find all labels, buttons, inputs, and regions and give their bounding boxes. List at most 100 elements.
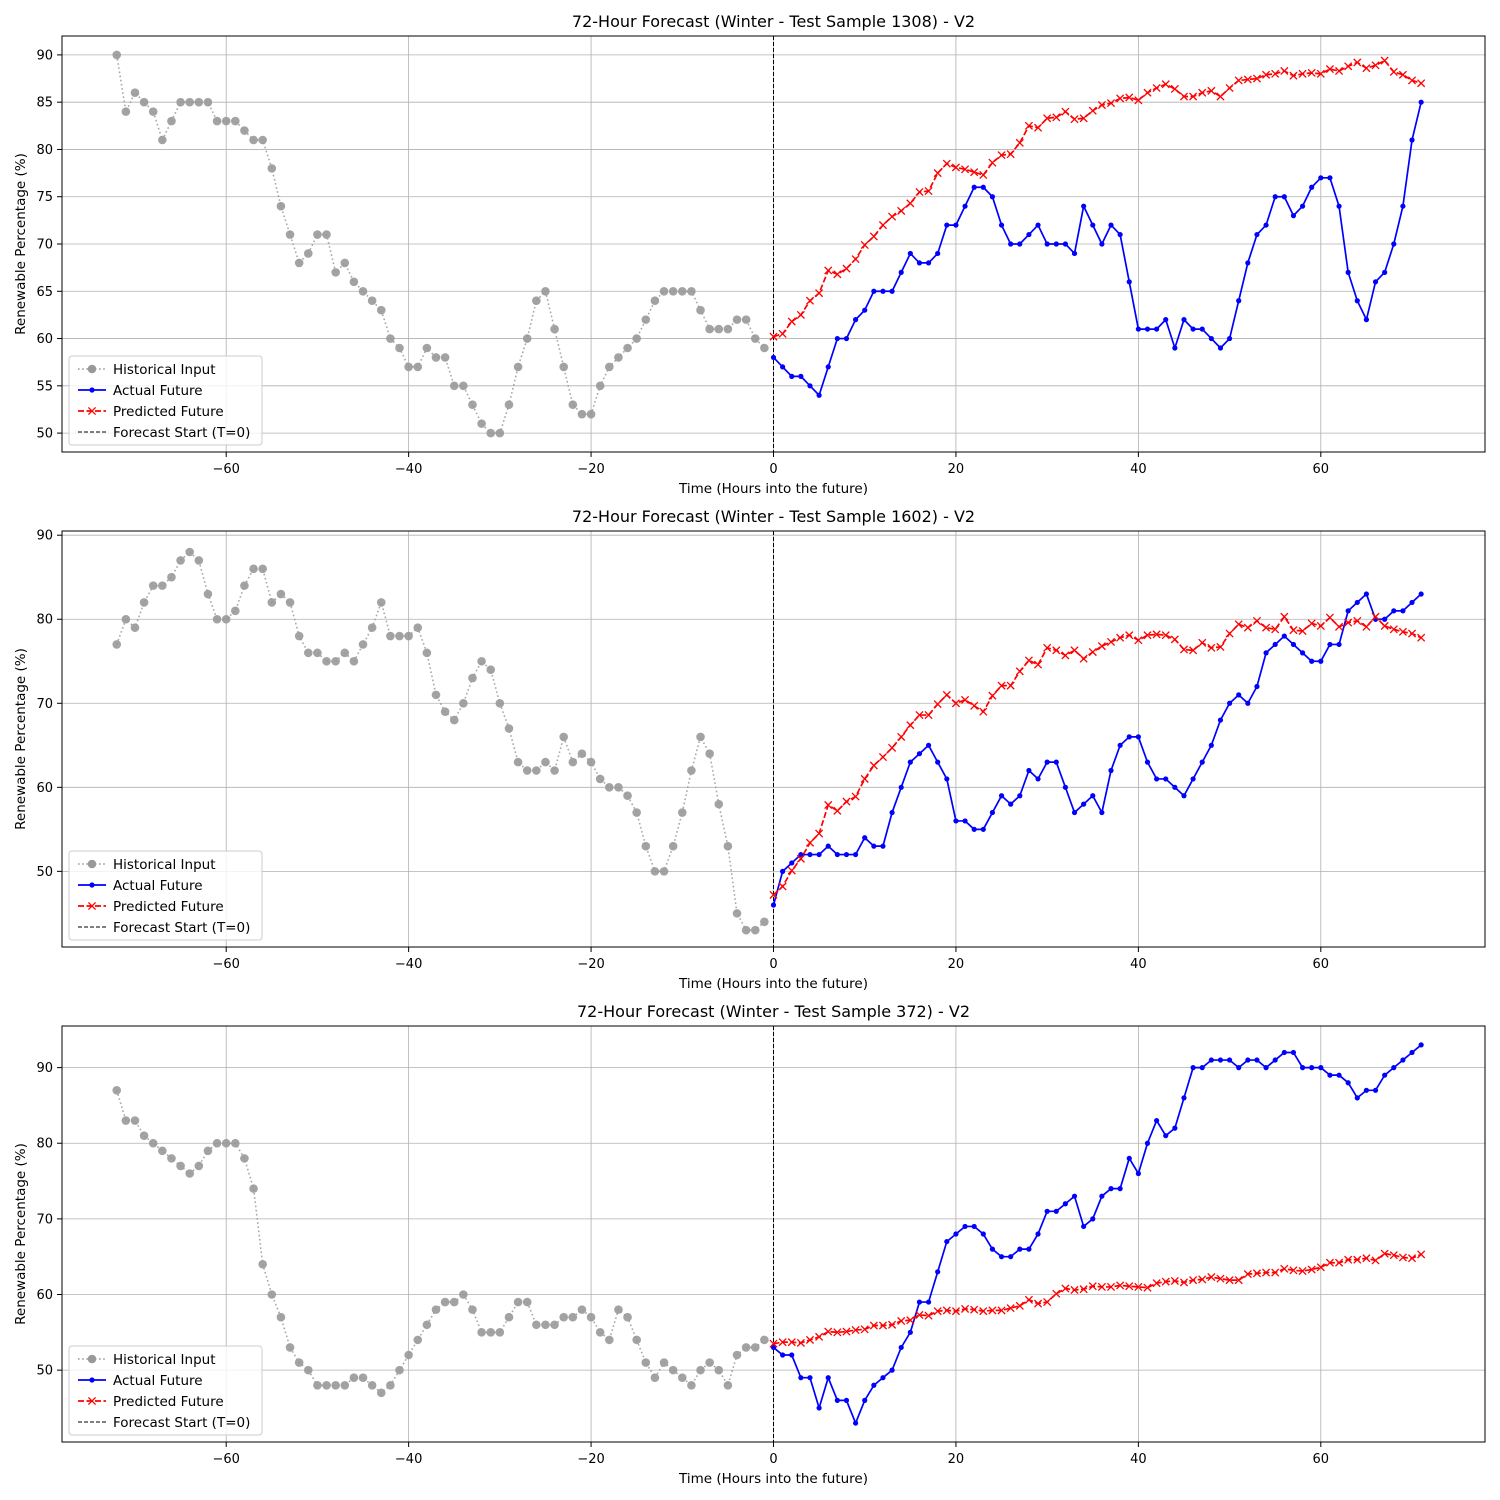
data-point-historical	[650, 1373, 660, 1383]
data-point-predicted	[1243, 75, 1252, 84]
series-historical	[112, 50, 769, 438]
data-point-predicted	[1362, 64, 1371, 73]
data-point-actual	[1299, 650, 1306, 656]
data-point-actual	[1090, 793, 1096, 799]
data-point-predicted	[1134, 96, 1143, 105]
data-point-historical	[139, 598, 149, 607]
data-point-actual	[862, 1397, 868, 1403]
data-point-historical	[340, 648, 350, 658]
data-point-predicted	[1307, 619, 1316, 628]
data-point-actual	[816, 392, 822, 398]
data-point-predicted	[997, 151, 1006, 160]
data-point-predicted	[851, 1326, 860, 1335]
data-point-predicted	[1052, 1289, 1061, 1298]
data-point-predicted	[1417, 1250, 1426, 1259]
data-point-predicted	[860, 240, 869, 250]
data-point-historical	[504, 724, 514, 733]
data-point-historical	[395, 343, 404, 353]
data-point-historical	[249, 135, 258, 145]
data-point-actual	[843, 335, 850, 342]
series-line-actual	[772, 1044, 1422, 1426]
x-tick-label: 0	[769, 1452, 777, 1467]
data-point-actual	[1108, 1186, 1114, 1192]
data-point-predicted	[815, 1332, 824, 1341]
data-point-actual	[1081, 1223, 1087, 1230]
data-point-predicted	[1070, 646, 1079, 655]
data-point-actual	[834, 1397, 840, 1403]
data-point-predicted	[888, 212, 897, 221]
data-point-predicted	[1152, 1279, 1161, 1288]
data-point-predicted	[1371, 1256, 1380, 1265]
data-point-predicted	[1024, 656, 1033, 665]
data-point-predicted	[1170, 84, 1179, 94]
data-point-actual	[1117, 231, 1123, 238]
data-point-historical	[176, 1161, 185, 1171]
data-point-predicted	[1325, 65, 1334, 74]
data-point-historical	[285, 598, 295, 607]
data-point-historical	[404, 631, 413, 641]
y-tick-label: 50	[36, 865, 53, 880]
data-point-predicted	[1262, 70, 1271, 79]
y-axis-label: Renewable Percentage (%)	[13, 1143, 29, 1325]
data-point-historical	[139, 97, 149, 107]
data-point-actual	[1181, 793, 1187, 799]
y-axis-label: Renewable Percentage (%)	[13, 153, 29, 335]
data-point-predicted	[1088, 1282, 1097, 1291]
data-point-actual	[825, 1375, 831, 1381]
data-point-historical	[522, 334, 532, 343]
data-point-actual	[852, 851, 859, 858]
data-point-predicted	[1271, 69, 1280, 78]
data-point-predicted	[1289, 626, 1298, 635]
data-point-predicted	[970, 701, 979, 710]
data-point-actual	[1226, 1057, 1233, 1063]
data-point-actual	[798, 1375, 804, 1381]
data-point-historical	[158, 581, 167, 590]
data-point-predicted	[1398, 1253, 1407, 1262]
data-point-actual	[1272, 641, 1278, 648]
legend: Historical Input Actual Future Predicted F…	[68, 1345, 263, 1436]
data-point-historical	[550, 324, 559, 334]
y-tick-label: 50	[36, 427, 53, 442]
data-point-predicted	[915, 710, 924, 720]
legend-marker-historical	[87, 859, 97, 869]
data-point-actual	[971, 184, 977, 190]
data-point-historical	[358, 1373, 368, 1383]
data-point-historical	[303, 249, 313, 258]
legend-label-forecast_start: Forecast Start (T=0)	[113, 425, 250, 441]
data-point-predicted	[1344, 618, 1353, 627]
data-point-actual	[1099, 241, 1105, 247]
data-point-predicted	[1079, 1285, 1088, 1294]
data-point-historical	[677, 808, 687, 817]
data-point-predicted	[851, 792, 860, 801]
data-point-historical	[203, 589, 213, 599]
data-point-historical	[121, 107, 131, 116]
data-point-historical	[586, 757, 596, 767]
data-point-historical	[559, 732, 568, 742]
data-point-actual	[1035, 222, 1041, 228]
data-point-historical	[605, 1335, 614, 1345]
legend-label-historical: Historical Input	[113, 362, 215, 378]
data-point-actual	[1363, 317, 1370, 323]
data-point-historical	[668, 841, 678, 851]
data-point-predicted	[1079, 654, 1088, 663]
data-point-actual	[780, 364, 786, 370]
data-point-historical	[440, 1297, 450, 1307]
data-point-actual	[807, 851, 813, 858]
data-point-actual	[871, 843, 877, 849]
data-point-actual	[871, 1382, 877, 1388]
data-point-predicted	[869, 761, 878, 770]
data-point-historical	[185, 97, 195, 107]
data-point-predicted	[979, 170, 988, 180]
x-tick-label: 40	[1130, 957, 1147, 972]
y-tick-label: 65	[36, 285, 53, 300]
data-point-actual	[1190, 326, 1196, 332]
data-point-historical	[495, 698, 505, 708]
data-point-historical	[641, 315, 651, 324]
data-point-predicted	[1380, 1249, 1389, 1258]
data-point-actual	[1035, 1231, 1041, 1237]
data-point-historical	[431, 353, 441, 362]
data-point-actual	[1008, 241, 1014, 247]
data-point-predicted	[1189, 1276, 1198, 1285]
data-point-actual	[953, 1231, 959, 1237]
data-point-historical	[130, 623, 140, 632]
